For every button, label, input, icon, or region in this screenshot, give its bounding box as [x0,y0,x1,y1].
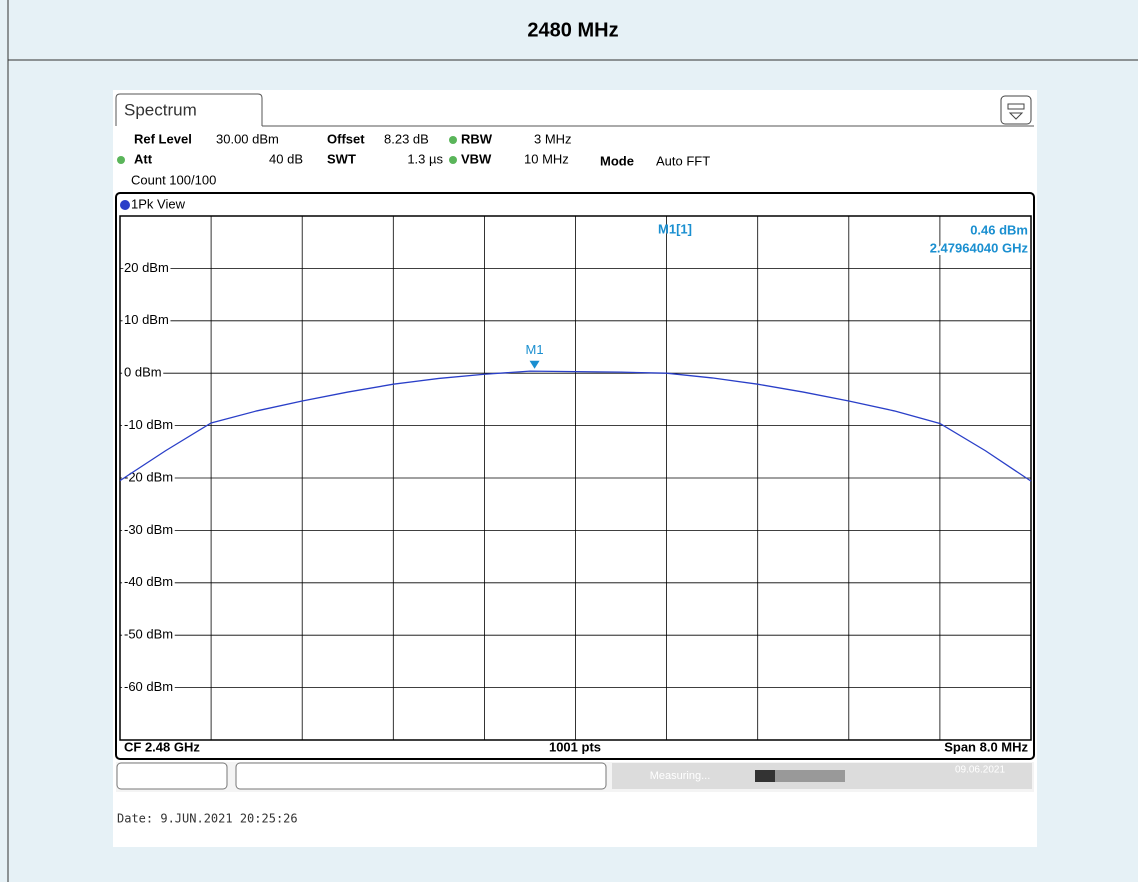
status-dot [117,156,125,164]
y-tick-label: -10 dBm [124,417,173,432]
y-tick-label: -60 dBm [124,679,173,694]
label: Att [134,151,153,166]
date-line: Date: 9.JUN.2021 20:25:26 [117,812,298,826]
page-title: 2480 MHz [527,19,618,41]
plot-frame [115,192,1035,760]
value: 30.00 dBm [216,131,279,146]
marker [529,360,540,369]
label: RBW [461,131,493,146]
value: 40 dB [269,151,303,166]
view-label: 1Pk View [131,196,186,211]
status-dot [449,156,457,164]
tab [115,93,263,126]
footer-label: Span 8.0 MHz [944,739,1028,754]
progress [755,770,845,782]
value: 1.3 µs [407,151,443,166]
icon-button[interactable] [1000,95,1032,125]
trace-dot [120,200,130,210]
y-tick-label: -50 dBm [124,627,173,642]
value: 8.23 dB [384,131,429,146]
footer-label: CF 2.48 GHz [124,739,200,754]
y-tick-label: 20 dBm [124,260,169,275]
y-tick-label: -40 dBm [124,574,173,589]
footer-label: 1001 pts [549,739,601,754]
label: Ref Level [134,131,192,146]
status-dot [449,136,457,144]
y-tick-label: 0 dBm [124,365,162,380]
progress-fill [755,770,775,782]
label: Mode [600,153,634,168]
status-text: Measuring... [650,770,711,782]
status-field [235,762,607,790]
y-tick-label: -20 dBm [124,469,173,484]
trace [119,370,1032,482]
value: Auto FFT [656,153,710,168]
marker-label: M1 [526,342,544,357]
y-tick-label: -30 dBm [124,522,173,537]
tab-label: Spectrum [124,100,197,119]
label: Offset [327,131,365,146]
label: VBW [461,151,492,166]
label: SWT [327,151,356,166]
value: 3 MHz [534,131,572,146]
value: 10 MHz [524,151,569,166]
marker-value: 0.46 dBm [970,222,1028,237]
icon [1007,103,1025,120]
status-date: 09.06.2021 [955,765,1005,776]
marker-x: 2.47964040 GHz [930,240,1029,255]
y-tick-label: 10 dBm [124,312,169,327]
marker-readout: M1[1] [658,221,692,236]
status-field [116,762,228,790]
count: Count 100/100 [131,172,216,187]
